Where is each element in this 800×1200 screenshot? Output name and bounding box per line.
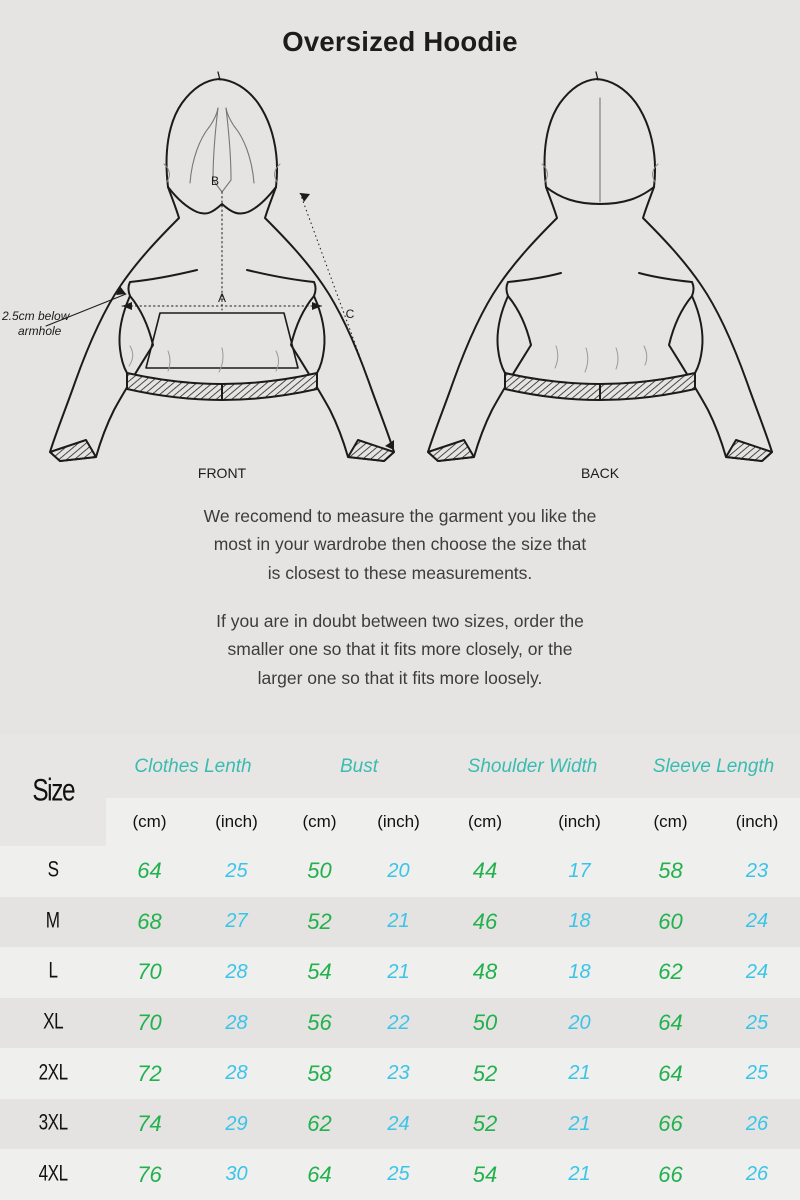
svg-text:2.5cm below: 2.5cm below [1,309,71,323]
svg-text:A: A [218,291,226,305]
svg-text:armhole: armhole [18,324,62,338]
svg-text:FRONT: FRONT [198,465,247,481]
svg-text:B: B [211,174,219,188]
svg-text:C: C [346,307,355,321]
svg-text:BACK: BACK [581,465,620,481]
